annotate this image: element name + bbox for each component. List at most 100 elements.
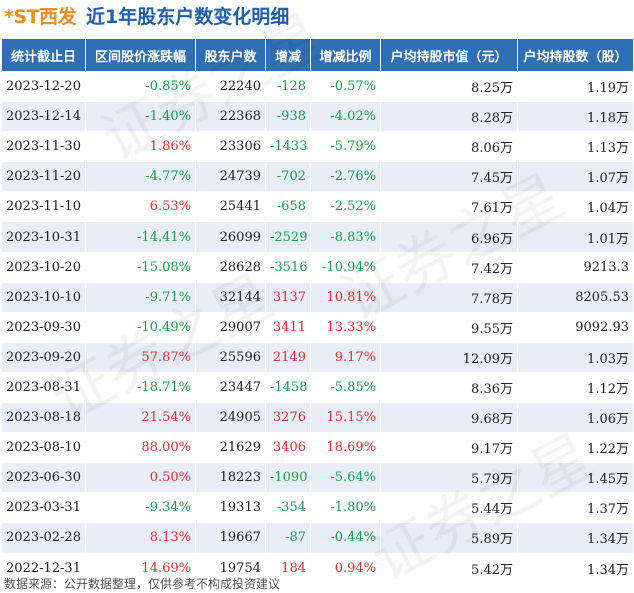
cell-holders: 22240 xyxy=(195,70,266,103)
cell-date: 2023-06-30 xyxy=(1,462,86,494)
cell-avg-shares: 1.34万 xyxy=(517,522,634,554)
column-header: 增减 xyxy=(265,38,311,72)
cell-avg-value: 5.79万 xyxy=(380,462,518,494)
cell-avg-shares: 1.18万 xyxy=(517,101,634,133)
table-row: 2023-11-10 6.53% 25441 -658 -2.52% 7.61万 1.04万 xyxy=(1,191,634,223)
cell-date: 2023-10-20 xyxy=(1,251,86,283)
cell-holders: 25596 xyxy=(195,341,266,373)
cell-avg-shares: 1.06万 xyxy=(517,402,634,434)
cell-price-change: 6.53% xyxy=(85,191,196,223)
cell-price-change: 8.13% xyxy=(85,522,196,554)
column-header: 户均持股市值（元） xyxy=(380,38,518,72)
cell-avg-value: 7.42万 xyxy=(380,251,518,283)
stock-name: *ST西发 xyxy=(4,6,77,28)
cell-change: -87 xyxy=(265,522,311,554)
cell-change: -1090 xyxy=(265,462,311,494)
table-row: 2023-08-18 21.54% 24905 3276 15.15% 9.68万 1.06… xyxy=(1,402,634,434)
table-header-row: 统计截止日 区间股价涨跌幅 股东户数 增减 增减比例 户均持股市值（元） 户均持股数（股） xyxy=(1,38,634,72)
cell-price-change: -18.71% xyxy=(85,371,196,404)
data-source-note: 数据来源：公开数据整理，仅供参考不构成投资建议 xyxy=(4,577,281,591)
cell-date: 2023-02-28 xyxy=(1,522,86,554)
title-bar: *ST西发 近1年股东户数变化明细 xyxy=(0,0,634,34)
column-header: 户均持股数（股） xyxy=(517,38,634,72)
cell-change: -1458 xyxy=(265,371,311,404)
cell-price-change: -1.40% xyxy=(85,101,196,133)
cell-date: 2023-09-30 xyxy=(1,311,86,343)
cell-change: -3516 xyxy=(265,251,311,283)
cell-holders: 18223 xyxy=(195,462,266,494)
table-row: 2023-08-31 -18.71% 23447 -1458 -5.85% 8.36万 1.… xyxy=(1,371,634,404)
cell-holders: 23306 xyxy=(195,131,266,163)
cell-change: -702 xyxy=(265,161,311,193)
cell-change: 3411 xyxy=(265,311,311,343)
cell-holders: 19667 xyxy=(195,522,266,554)
column-header: 股东户数 xyxy=(195,38,266,72)
cell-change: 2149 xyxy=(265,341,311,373)
cell-date: 2023-10-10 xyxy=(1,281,86,313)
cell-price-change: -15.08% xyxy=(85,251,196,283)
cell-change-pct: -5.85% xyxy=(310,371,381,404)
cell-change-pct: 18.69% xyxy=(310,432,381,464)
cell-avg-shares: 9213.3 xyxy=(517,251,634,283)
cell-avg-shares: 1.01万 xyxy=(517,221,634,253)
table-row: 2023-12-20 -0.85% 22240 -128 -0.57% 8.25万 1.19… xyxy=(1,70,634,103)
cell-holders: 21629 xyxy=(195,432,266,464)
cell-change: -354 xyxy=(265,492,311,524)
cell-change-pct: -5.79% xyxy=(310,131,381,163)
cell-avg-value: 5.89万 xyxy=(380,522,518,554)
cell-price-change: 1.86% xyxy=(85,131,196,163)
table-row: 2023-11-20 -4.77% 24739 -702 -2.76% 7.45万 1.07… xyxy=(1,161,634,193)
cell-change: -658 xyxy=(265,191,311,223)
cell-avg-shares: 1.12万 xyxy=(517,371,634,404)
cell-change: -2529 xyxy=(265,221,311,253)
cell-date: 2023-03-31 xyxy=(1,492,86,524)
cell-date: 2023-09-20 xyxy=(1,341,86,373)
cell-avg-value: 5.44万 xyxy=(380,492,518,524)
cell-holders: 19754 xyxy=(195,552,266,584)
table-row: 2023-03-31 -9.34% 19313 -354 -1.80% 5.44万 1.37… xyxy=(1,492,634,524)
table-row: 2023-10-31 -14.41% 26099 -2529 -8.83% 6.96万 1.… xyxy=(1,221,634,253)
cell-change-pct: -0.44% xyxy=(310,522,381,554)
cell-avg-shares: 1.04万 xyxy=(517,191,634,223)
cell-price-change: 21.54% xyxy=(85,402,196,434)
cell-change-pct: 9.17% xyxy=(310,341,381,373)
table-body: 2023-12-20 -0.85% 22240 -128 -0.57% 8.25万 1.19… xyxy=(1,70,634,584)
cell-avg-shares: 1.07万 xyxy=(517,161,634,193)
cell-avg-value: 7.78万 xyxy=(380,281,518,313)
cell-avg-shares: 1.03万 xyxy=(517,341,634,373)
cell-holders: 24739 xyxy=(195,161,266,193)
column-header: 区间股价涨跌幅 xyxy=(85,38,196,72)
cell-holders: 23447 xyxy=(195,371,266,404)
cell-change-pct: -2.76% xyxy=(310,161,381,193)
column-header: 统计截止日 xyxy=(1,38,86,72)
table-row: 2023-08-10 88.00% 21629 3406 18.69% 9.17万 1.22… xyxy=(1,432,634,464)
cell-date: 2023-11-30 xyxy=(1,131,86,163)
table-row: 2023-09-20 57.87% 25596 2149 9.17% 12.09万 1.03… xyxy=(1,341,634,373)
cell-date: 2023-08-10 xyxy=(1,432,86,464)
cell-date: 2023-11-10 xyxy=(1,191,86,223)
cell-avg-shares: 1.19万 xyxy=(517,70,634,103)
table-row: 2023-10-20 -15.08% 28628 -3516 -10.94% 7.42万 9… xyxy=(1,251,634,283)
table-row: 2023-10-10 -9.71% 32144 3137 10.81% 7.78万 8205… xyxy=(1,281,634,313)
cell-avg-value: 8.28万 xyxy=(380,101,518,133)
table-row: 2023-12-14 -1.40% 22368 -938 -4.02% 8.28万 1.18… xyxy=(1,101,634,133)
cell-change: 3406 xyxy=(265,432,311,464)
cell-change: 3276 xyxy=(265,402,311,434)
cell-change-pct: -10.94% xyxy=(310,251,381,283)
cell-price-change: -14.41% xyxy=(85,221,196,253)
cell-avg-value: 8.06万 xyxy=(380,131,518,163)
table-row: 2023-09-30 -10.49% 29007 3411 13.33% 9.55万 909… xyxy=(1,311,634,343)
cell-change-pct: -2.52% xyxy=(310,191,381,223)
cell-change: 3137 xyxy=(265,281,311,313)
table-row: 2023-11-30 1.86% 23306 -1433 -5.79% 8.06万 1.13… xyxy=(1,131,634,163)
cell-change-pct: -4.02% xyxy=(310,101,381,133)
cell-avg-value: 6.96万 xyxy=(380,221,518,253)
cell-price-change: -10.49% xyxy=(85,311,196,343)
cell-avg-value: 9.68万 xyxy=(380,402,518,434)
cell-change-pct: -8.83% xyxy=(310,221,381,253)
cell-price-change: 57.87% xyxy=(85,341,196,373)
cell-avg-value: 8.25万 xyxy=(380,70,518,103)
cell-price-change: 88.00% xyxy=(85,432,196,464)
cell-change-pct: 0.94% xyxy=(310,552,381,584)
cell-date: 2023-11-20 xyxy=(1,161,86,193)
